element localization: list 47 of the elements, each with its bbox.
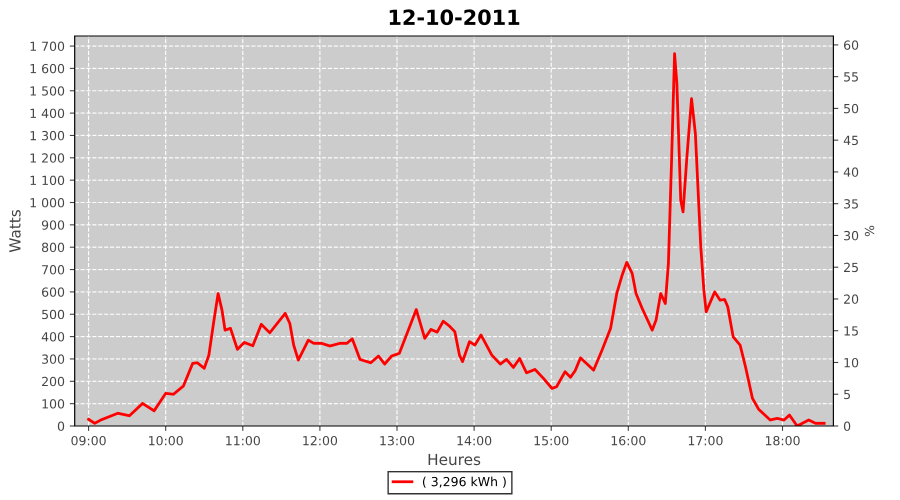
y-tick-label: 800 [42,242,64,252]
x-tick-label: 18:00 [766,436,800,446]
y-tick-label: 1 500 [30,86,64,96]
y2-tick-label: 50 [844,104,858,114]
x-tick-label: 13:00 [380,436,414,446]
x-tick-label: 15:00 [534,436,568,446]
y-tick-label: 500 [42,310,64,320]
y2-axis-title: % [864,226,874,236]
x-tick-label: 16:00 [612,436,646,446]
y2-tick-label: 25 [844,262,858,272]
y-axis-title: Watts [9,210,21,252]
line-series [87,52,826,426]
chart-title: 12-10-2011 [390,9,520,26]
x-tick-label: 11:00 [226,436,260,446]
legend-label: ( 3,296 kWh ) [422,476,506,488]
y-tick-label: 700 [42,265,64,274]
y-tick-label: 400 [42,332,64,342]
y2-tick-label: 45 [844,136,858,146]
y-tick-label: 900 [42,220,64,230]
y2-tick-label: 60 [844,40,858,50]
y2-tick-label: 35 [844,199,858,209]
x-tick-label: 09:00 [71,436,106,446]
y2-tick-label: 15 [844,326,858,336]
y-tick-label: 600 [42,287,64,297]
y2-tick-label: 30 [844,230,858,240]
y2-tick-label: 10 [844,358,858,368]
x-tick-label: 14:00 [457,436,492,446]
y-tick-label: 200 [42,376,64,386]
y-tick-label: 1 200 [30,153,64,163]
y2-tick-label: 0 [844,421,850,431]
y-tick-label: 1 300 [30,130,64,140]
y-tick-label: 0 [58,421,64,431]
y-tick-label: 100 [42,399,64,409]
x-tick-label: 17:00 [688,436,723,446]
y2-tick-label: 55 [844,72,858,82]
y2-tick-label: 40 [844,167,858,177]
y-tick-label: 1 100 [30,176,64,186]
y-tick-label: 1 000 [30,198,64,208]
y-tick-label: 300 [42,354,64,364]
x-axis-title: Heures [428,454,480,466]
y-tick-label: 1 400 [30,108,64,118]
y-tick-label: 1 600 [30,64,64,74]
y2-tick-label: 5 [844,390,850,400]
x-tick-label: 10:00 [149,436,183,446]
y2-tick-label: 20 [844,294,858,304]
x-tick-label: 12:00 [303,436,338,446]
y-tick-label: 1 700 [30,42,64,51]
